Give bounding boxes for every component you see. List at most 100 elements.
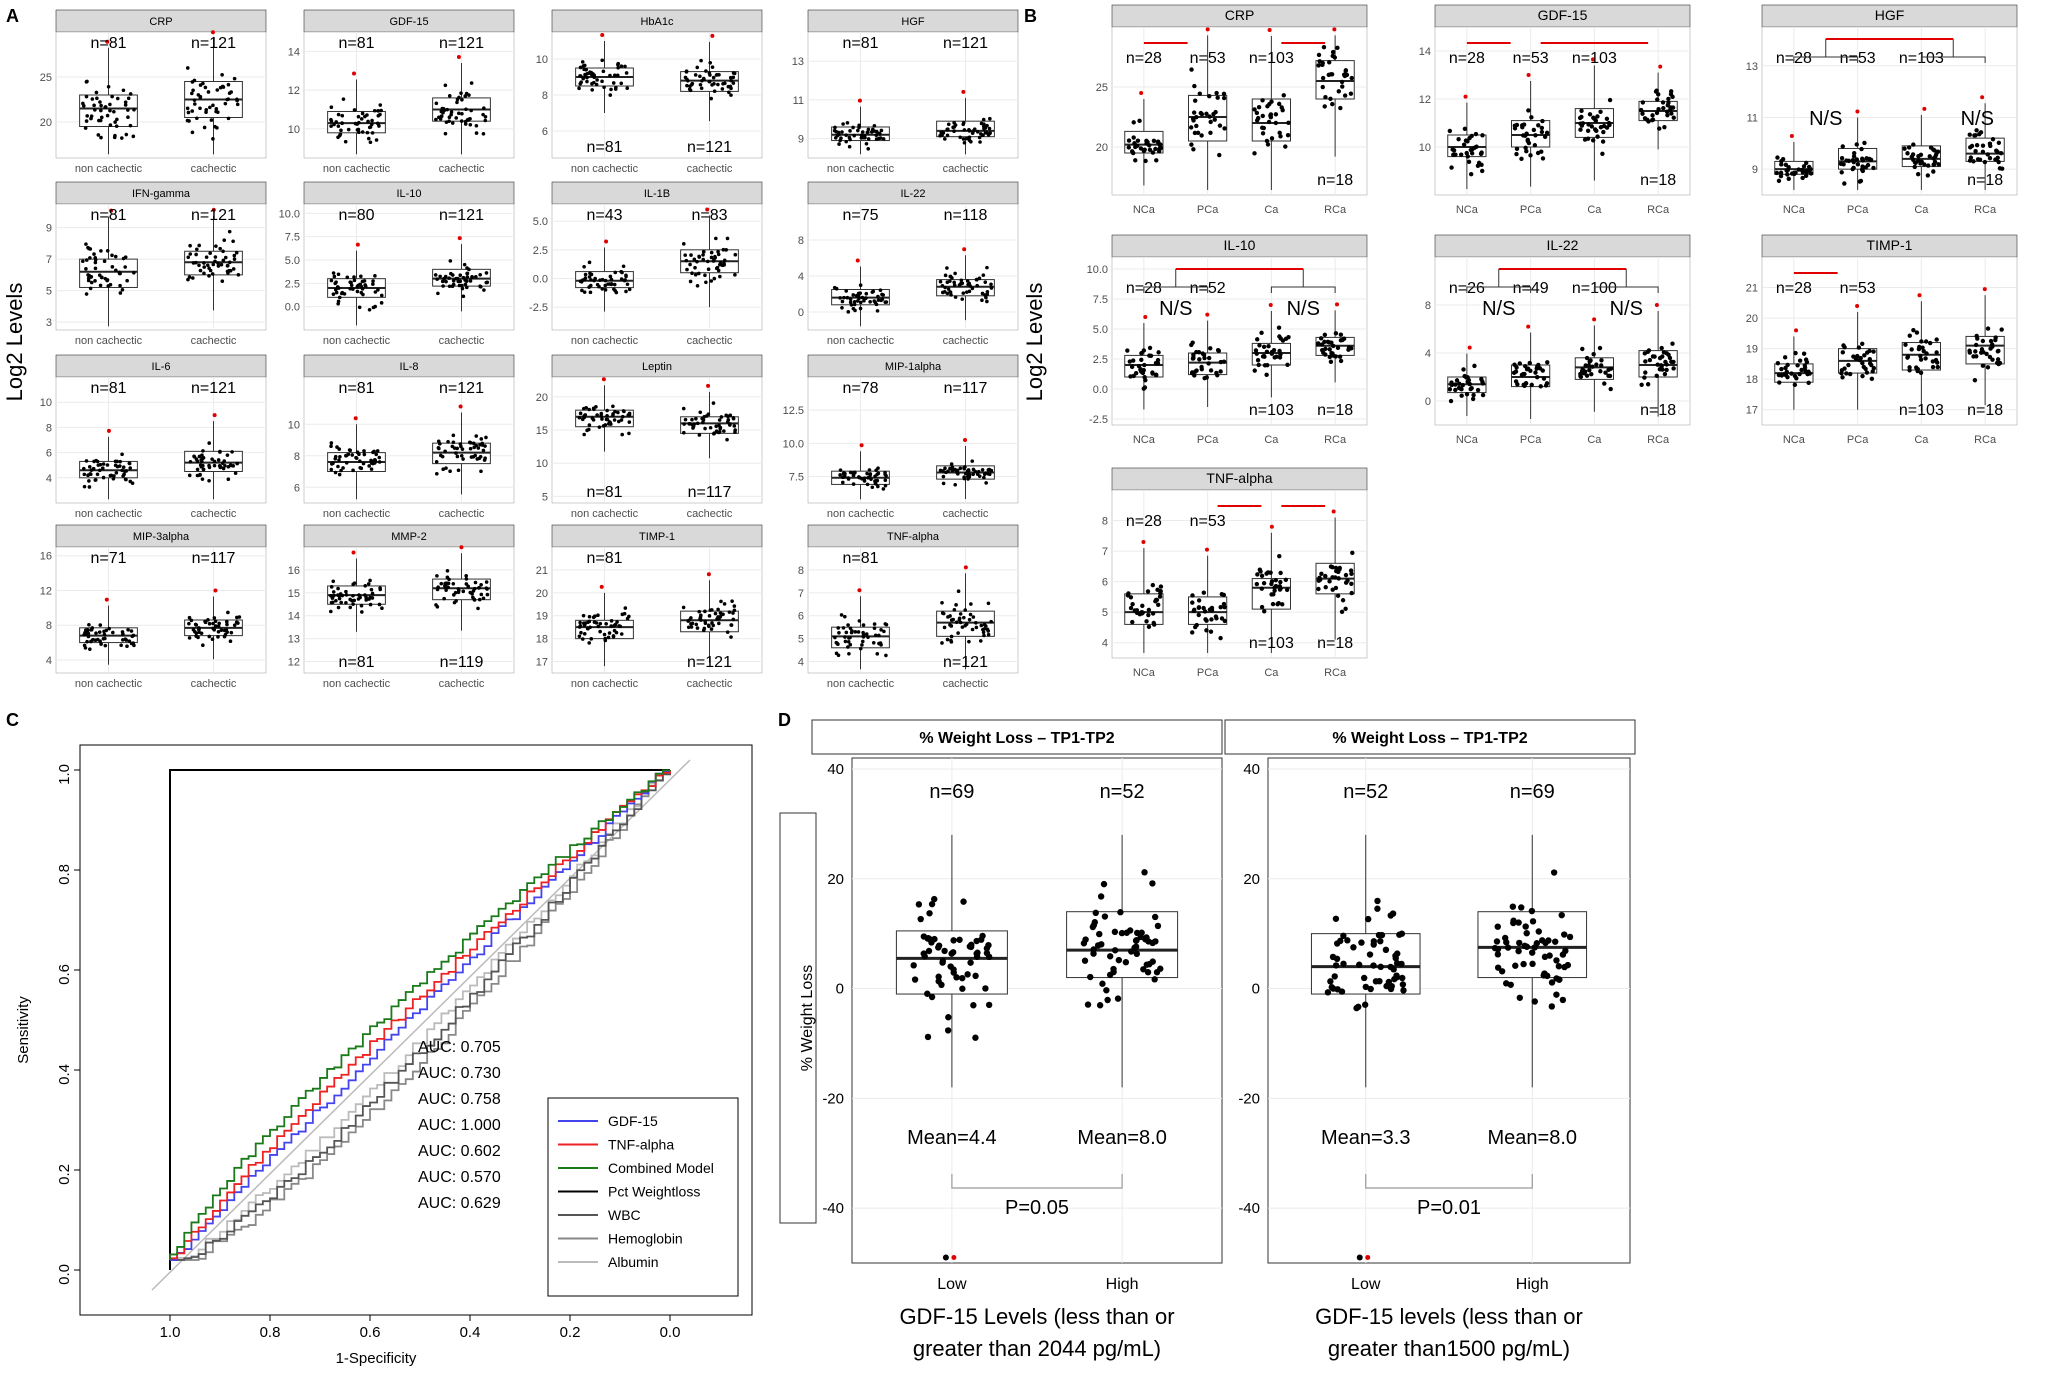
data-point xyxy=(98,100,102,104)
data-point xyxy=(870,485,875,490)
data-point xyxy=(120,468,124,473)
data-point xyxy=(121,465,126,470)
data-point xyxy=(701,76,706,81)
data-point xyxy=(464,577,469,581)
data-point xyxy=(216,261,220,265)
data-point xyxy=(962,140,967,145)
data-point xyxy=(463,282,468,287)
data-point xyxy=(363,584,368,588)
data-point xyxy=(370,118,374,123)
data-point xyxy=(99,135,103,140)
n-label: n=81 xyxy=(586,484,622,501)
y-tick-label: 8 xyxy=(1102,516,1108,528)
x-tick-label: Ca xyxy=(1264,434,1279,446)
n-label: n=121 xyxy=(439,35,484,52)
x-tick-label: Ca xyxy=(1587,434,1602,446)
data-point xyxy=(604,622,608,626)
data-point xyxy=(96,133,101,137)
data-point xyxy=(1994,360,2000,366)
data-point xyxy=(1779,162,1784,167)
x-tick-label: NCa xyxy=(1783,204,1806,216)
data-point xyxy=(456,279,461,284)
data-point xyxy=(344,589,348,594)
data-point xyxy=(1993,337,1998,343)
data-point xyxy=(622,409,626,414)
y-tick-label: 8 xyxy=(798,235,804,247)
data-point xyxy=(712,276,717,281)
data-point xyxy=(85,639,89,644)
data-point xyxy=(980,298,984,302)
data-point xyxy=(355,450,360,455)
data-point xyxy=(1281,93,1286,98)
data-point xyxy=(226,82,231,87)
data-point xyxy=(698,74,702,79)
y-tick-label: 7.5 xyxy=(789,471,804,483)
data-point xyxy=(1256,105,1262,110)
data-point xyxy=(1867,356,1872,362)
data-point xyxy=(436,439,441,444)
data-point xyxy=(594,404,598,409)
data-point xyxy=(484,580,489,584)
n-label: n=53 xyxy=(1190,50,1226,67)
data-point xyxy=(1221,91,1227,97)
data-point xyxy=(681,406,686,411)
data-point xyxy=(123,255,128,259)
data-point xyxy=(366,582,371,586)
data-point xyxy=(457,95,461,100)
data-point xyxy=(717,430,722,434)
data-point xyxy=(1640,100,1646,105)
data-point xyxy=(1118,929,1126,937)
n-label: n=28 xyxy=(1776,280,1812,297)
data-point xyxy=(1777,380,1782,385)
data-point xyxy=(1322,104,1327,109)
data-point xyxy=(207,478,211,483)
data-point xyxy=(590,88,594,92)
data-point xyxy=(441,111,445,115)
data-point xyxy=(1218,369,1223,374)
data-point xyxy=(1265,104,1270,109)
data-point xyxy=(884,300,889,304)
outlier-point xyxy=(109,208,114,213)
data-point xyxy=(223,255,228,260)
outlier-point xyxy=(1526,73,1531,77)
data-point xyxy=(475,457,480,461)
data-point xyxy=(332,122,336,127)
y-tick-label: 12 xyxy=(40,585,52,597)
data-point xyxy=(616,65,620,70)
data-point xyxy=(924,990,931,997)
data-point xyxy=(857,125,861,130)
legend-label: Hemoglobin xyxy=(608,1231,683,1247)
y-tick-label: 10 xyxy=(536,458,548,470)
data-point xyxy=(1805,371,1810,377)
outlier-point xyxy=(706,383,711,388)
data-point xyxy=(1214,616,1219,621)
data-point xyxy=(89,280,94,285)
data-point xyxy=(1592,127,1598,132)
y-tick-label: 21 xyxy=(1746,283,1758,295)
outlier-point xyxy=(1467,345,1472,350)
y-tick-label: 10 xyxy=(40,397,52,409)
data-point xyxy=(953,974,960,981)
n-label: n=18 xyxy=(1967,402,2003,419)
y-tick-label: 10.0 xyxy=(279,208,300,220)
data-point xyxy=(441,467,445,472)
data-point xyxy=(1338,358,1344,364)
data-point xyxy=(1639,382,1644,387)
data-point xyxy=(954,620,959,625)
data-point xyxy=(967,138,972,142)
data-point xyxy=(131,633,136,638)
x-tick-label: non cachectic xyxy=(75,335,143,347)
data-point xyxy=(839,613,844,617)
data-point xyxy=(229,90,233,94)
y-tick-label: 11 xyxy=(793,95,804,107)
ns-label: N/S xyxy=(1159,298,1192,320)
data-point xyxy=(1194,123,1199,129)
y-tick-label: 0 xyxy=(836,981,844,998)
data-point xyxy=(1191,356,1196,361)
data-point xyxy=(1985,326,1991,331)
data-point xyxy=(329,119,334,123)
y-tick-label: 18 xyxy=(536,634,548,646)
data-point xyxy=(1535,150,1541,156)
data-point xyxy=(1988,143,1993,149)
data-point xyxy=(868,472,873,476)
